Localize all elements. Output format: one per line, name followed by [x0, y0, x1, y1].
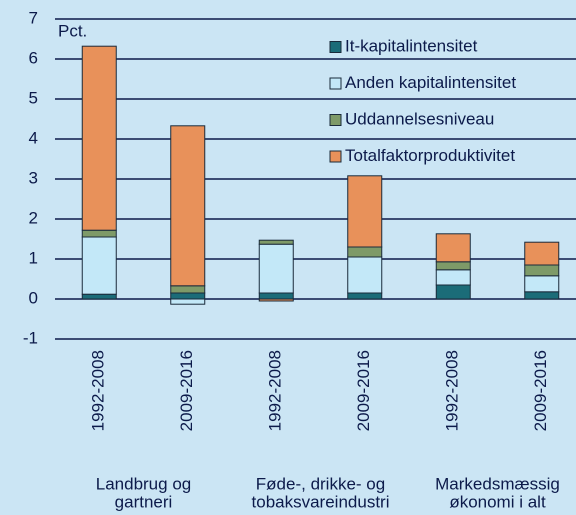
x-tick-label: 1992-2008 — [266, 350, 285, 431]
group-label: gartneri — [115, 492, 173, 511]
y-tick-label: 5 — [29, 88, 38, 107]
legend-label: Anden kapitalintensitet — [345, 73, 516, 92]
bar-segment — [524, 275, 560, 293]
bar-segment — [524, 264, 560, 277]
bar-segment — [81, 293, 117, 300]
legend-label: Totalfaktorproduktivitet — [345, 146, 515, 165]
y-tick-label: 6 — [29, 48, 38, 67]
legend-swatch — [329, 150, 342, 163]
legend-label: It-kapitalintensitet — [345, 36, 478, 55]
x-tick-label: 2009-2016 — [531, 350, 550, 431]
x-tick-label: 1992-2008 — [89, 350, 108, 431]
x-tick-label: 2009-2016 — [354, 350, 373, 431]
bar-segment — [258, 298, 294, 302]
bar-segment — [170, 125, 206, 287]
bar-segment — [524, 291, 560, 300]
x-tick-label: 2009-2016 — [177, 350, 196, 431]
bar-segment — [258, 243, 294, 294]
y-tick-label: 0 — [29, 288, 38, 307]
legend-swatch — [329, 77, 342, 90]
y-tick-label: 4 — [29, 128, 38, 147]
bar-segment — [170, 292, 206, 300]
legend-swatch — [329, 41, 342, 53]
x-tick-label: 1992-2008 — [443, 350, 462, 431]
legend-swatch — [329, 114, 342, 126]
group-label: Markedsmæssig — [435, 474, 560, 493]
bar-segment — [347, 246, 383, 258]
bar-segment — [81, 229, 117, 238]
bar-segment — [170, 285, 206, 294]
bar-segment — [81, 45, 117, 231]
bar-segment — [435, 284, 471, 300]
bar-segment — [435, 233, 471, 263]
bar-segment — [347, 175, 383, 248]
group-label: tobaksvareindustri — [252, 492, 390, 511]
y-tick-label: 7 — [29, 8, 38, 27]
unit-label: Pct. — [58, 21, 87, 40]
bar-segment — [524, 241, 560, 266]
group-label: Landbrug og — [96, 474, 191, 493]
legend-label: Uddannelsesniveau — [345, 109, 494, 128]
group-label: Føde-, drikke- og — [256, 474, 385, 493]
group-label: økonomi i alt — [449, 492, 546, 511]
bar-segment — [347, 292, 383, 300]
bar-segment — [258, 239, 294, 245]
bar-segment — [258, 292, 294, 300]
bar-segment — [435, 261, 471, 271]
bar-segment — [81, 236, 117, 295]
bar-segment — [170, 298, 206, 305]
bar-segment — [347, 256, 383, 294]
y-tick-label: -1 — [23, 328, 38, 347]
bar-segment — [435, 269, 471, 286]
y-tick-label: 3 — [29, 168, 38, 187]
y-tick-label: 1 — [29, 248, 38, 267]
y-tick-label: 2 — [29, 208, 38, 227]
